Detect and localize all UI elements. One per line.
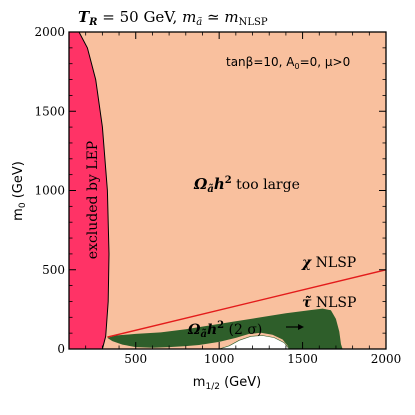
x-tick-label: 1000 [204,352,235,366]
lep-label: excluded by LEP [85,141,101,259]
line-chi-stau-boundary [107,269,386,338]
x-tick-label: 1500 [287,352,318,366]
x-tick-label: 500 [124,352,147,366]
y-tick-label: 1500 [34,104,65,118]
ticks-layer: 500 1000 1500 2000 0 500 1000 1500 2000 [34,25,401,366]
region-lep-excluded [69,32,110,349]
chart-title: TR = 50 GeV, mã ≃ mNLSP [78,8,268,28]
regions-layer [69,32,386,349]
y-tick-label: 500 [42,263,65,277]
y-tick-label: 0 [57,342,65,356]
y-tick-label: 2000 [34,25,65,39]
x-axis-label: m1/2 (GeV) [193,375,261,392]
region-stau-nlsp [219,335,290,349]
x-tick-label: 2000 [371,352,402,366]
region-too-large [69,32,386,349]
too-large-label: Ωãh2 too large [193,175,300,195]
relic-2sigma-label: Ωãh2 (2 σ) [187,320,262,340]
relic-2sigma-arrowhead [298,324,304,330]
y-axis-label: m0 (GeV) [11,161,28,221]
y-tick-label: 1000 [34,184,65,198]
chi-nlsp-label: χ NLSP [301,255,356,271]
lines-layer [107,269,386,338]
region-relic-2sigma [107,308,343,349]
stau-nlsp-label: τ̃ NLSP [302,294,356,311]
params-text: tanβ=10, A0=0, μ>0 [226,55,350,71]
